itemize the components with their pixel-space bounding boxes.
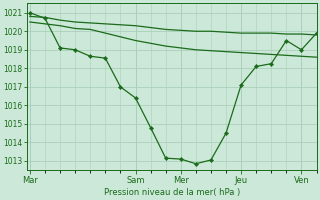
X-axis label: Pression niveau de la mer( hPa ): Pression niveau de la mer( hPa )	[104, 188, 240, 197]
